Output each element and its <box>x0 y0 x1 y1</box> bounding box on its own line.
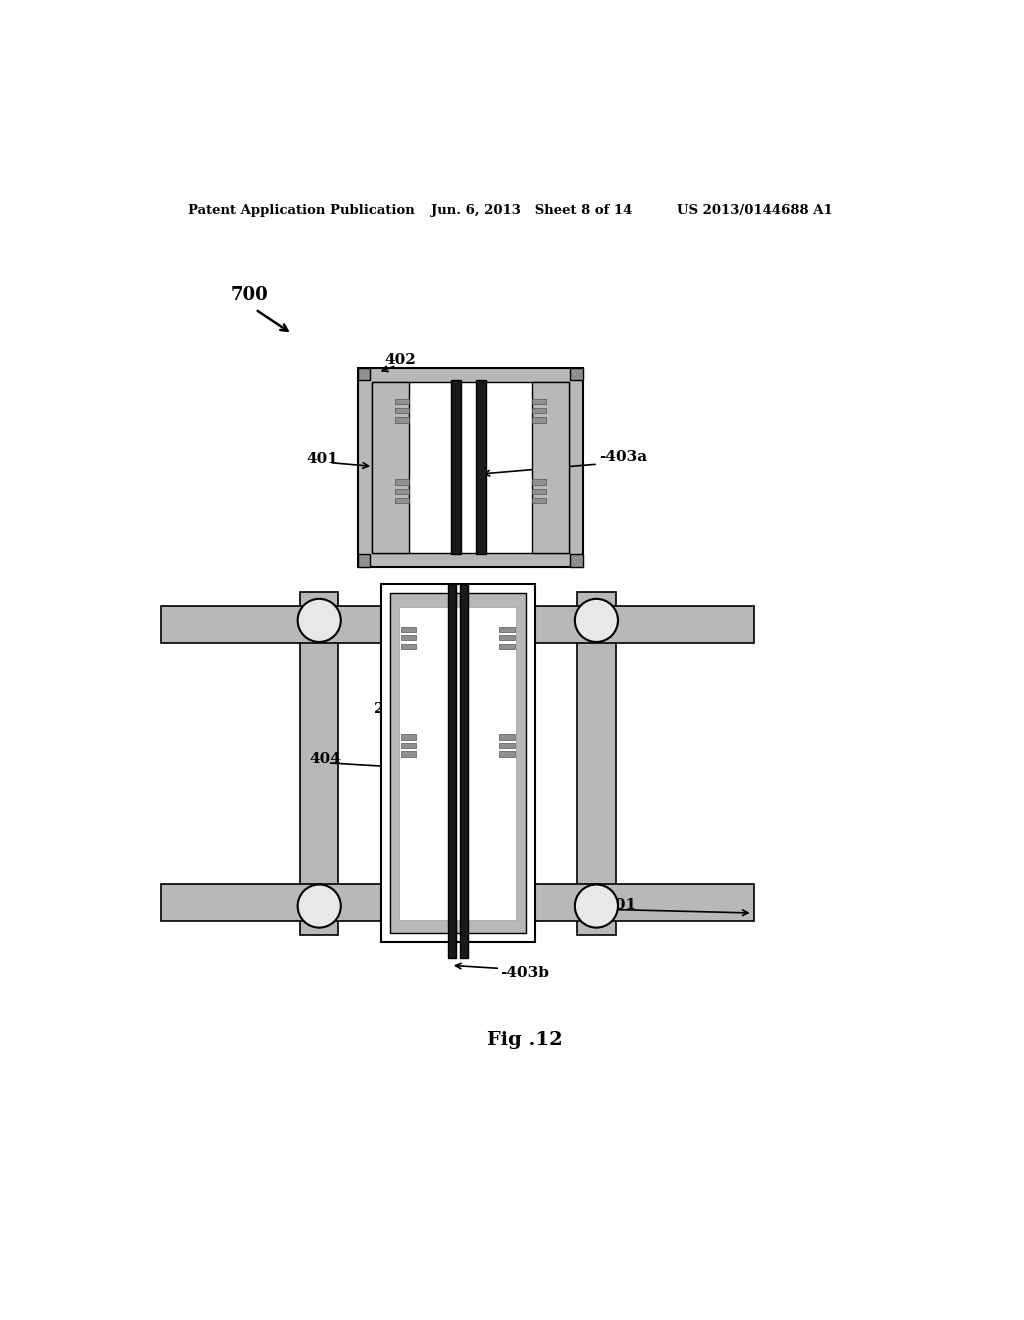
Bar <box>500 751 515 756</box>
Text: Fig .12: Fig .12 <box>487 1031 562 1049</box>
Bar <box>357 368 583 566</box>
Bar <box>476 380 486 554</box>
Text: US 2013/0144688 A1: US 2013/0144688 A1 <box>677 205 833 218</box>
Bar <box>451 380 461 554</box>
Bar <box>381 585 535 942</box>
Bar <box>394 417 409 422</box>
Circle shape <box>298 884 341 928</box>
Bar <box>400 751 416 756</box>
Bar <box>500 743 515 748</box>
Text: Patent Application Publication: Patent Application Publication <box>188 205 415 218</box>
Circle shape <box>574 599 617 642</box>
Bar <box>300 591 339 935</box>
Text: -403a: -403a <box>599 450 647 465</box>
Bar <box>399 607 516 920</box>
Bar <box>394 498 409 503</box>
Text: 203: 203 <box>374 702 406 715</box>
Bar <box>357 368 370 380</box>
Text: Jun. 6, 2013   Sheet 8 of 14: Jun. 6, 2013 Sheet 8 of 14 <box>431 205 632 218</box>
Bar <box>372 381 568 553</box>
Text: -501: -501 <box>598 899 636 912</box>
Bar <box>500 627 515 632</box>
Bar <box>531 381 568 553</box>
Circle shape <box>298 599 341 642</box>
Bar <box>400 644 416 649</box>
Bar <box>531 498 546 503</box>
Bar <box>394 399 409 404</box>
Bar <box>531 417 546 422</box>
Bar <box>390 594 525 933</box>
Bar <box>570 554 583 566</box>
Bar <box>578 591 615 935</box>
Bar <box>531 408 546 413</box>
Bar <box>400 743 416 748</box>
Bar <box>460 585 468 958</box>
Text: 404: 404 <box>309 752 341 766</box>
Bar <box>500 734 515 739</box>
Circle shape <box>574 884 617 928</box>
Bar <box>531 399 546 404</box>
Text: 700: 700 <box>230 286 268 305</box>
Text: 402: 402 <box>385 354 417 367</box>
Bar <box>531 479 546 484</box>
Bar <box>447 585 456 958</box>
Bar <box>500 644 515 649</box>
Bar <box>570 368 583 380</box>
Text: 202: 202 <box>488 821 520 836</box>
Bar <box>357 554 370 566</box>
Bar <box>400 627 416 632</box>
Text: 401: 401 <box>306 451 338 466</box>
Bar <box>394 479 409 484</box>
Bar <box>400 635 416 640</box>
Bar <box>500 635 515 640</box>
Text: -403b: -403b <box>500 966 549 979</box>
Bar <box>162 884 755 921</box>
Bar <box>372 381 409 553</box>
Bar <box>400 734 416 739</box>
Bar <box>394 488 409 494</box>
Bar <box>531 488 546 494</box>
Bar <box>162 606 755 643</box>
Bar <box>394 408 409 413</box>
